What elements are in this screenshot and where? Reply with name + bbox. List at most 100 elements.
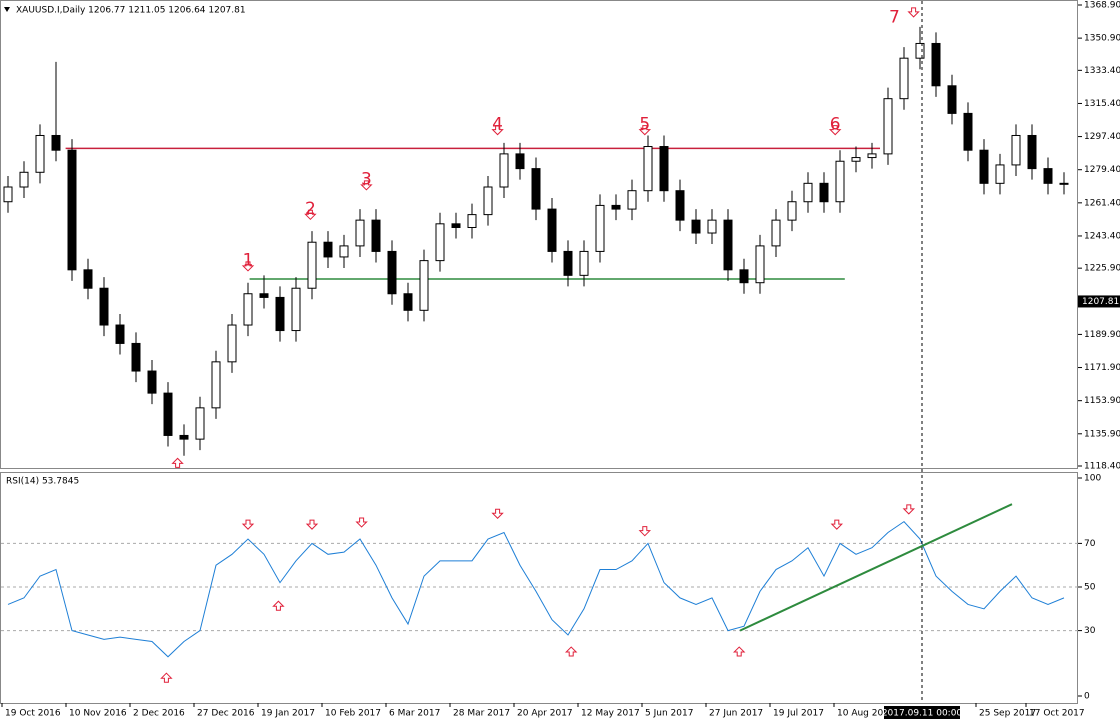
y-tick-label: 1135.90 <box>1084 429 1120 439</box>
y-tick-label: 1297.40 <box>1084 132 1120 142</box>
candle-body <box>179 434 189 440</box>
down-arrow <box>902 504 916 515</box>
y-tick-label: 1368.90 <box>1084 1 1120 11</box>
candle-body <box>115 324 125 344</box>
candle-body <box>51 134 61 151</box>
candle-body <box>659 146 669 192</box>
candle-body <box>499 153 509 188</box>
candle-body <box>819 182 829 203</box>
candle-body <box>931 42 941 87</box>
candle-body <box>1059 182 1069 185</box>
chart-title: XAUUSD.I,Daily 1206.77 1211.05 1206.64 1… <box>16 6 246 16</box>
candle-body <box>227 324 237 363</box>
down-arrow <box>304 209 317 221</box>
down-arrow <box>241 519 255 530</box>
candle-body <box>851 157 861 162</box>
candle-body <box>643 146 653 192</box>
candle-body <box>531 168 541 210</box>
candle-body <box>387 250 397 295</box>
candle-body <box>995 164 1005 184</box>
y-tick-label: 1153.90 <box>1084 396 1120 406</box>
candle-body <box>323 241 333 258</box>
candle-body <box>435 223 445 262</box>
candle-body <box>707 219 717 234</box>
x-tick-label: 28 Mar 2017 <box>453 709 510 719</box>
candle-body <box>899 57 909 100</box>
candle-body <box>211 361 221 409</box>
x-tick-label: 27 Dec 2016 <box>197 709 255 719</box>
candle-body <box>419 260 429 311</box>
candle-body <box>627 190 637 210</box>
candle-body <box>67 149 77 271</box>
down-arrow <box>355 517 368 528</box>
x-tick-label: 10 Aug 2017 <box>837 709 895 719</box>
candle-body <box>803 182 813 203</box>
up-arrow <box>272 600 285 611</box>
candle-body <box>835 160 845 203</box>
up-arrow <box>160 672 173 683</box>
candle-body <box>515 153 525 170</box>
x-tick-label: 17 Oct 2017 <box>1029 709 1085 719</box>
x-tick-label: 5 Jun 2017 <box>645 709 693 719</box>
up-arrow <box>732 646 746 657</box>
wave-label: 2 <box>305 199 316 219</box>
rsi-panel <box>0 472 1078 704</box>
down-arrow <box>491 508 504 519</box>
candle-body <box>99 287 109 326</box>
candle-body <box>547 208 557 252</box>
candle-body <box>259 293 269 298</box>
x-tick-label: 6 Mar 2017 <box>389 709 440 719</box>
rsi-line <box>7 520 1065 658</box>
down-arrow <box>305 519 319 530</box>
candle-body <box>691 219 701 234</box>
candle-body <box>371 219 381 252</box>
rsi-title: RSI(14) 53.7845 <box>6 477 79 487</box>
current-price-box <box>1078 295 1120 308</box>
wave-label: 6 <box>830 114 841 134</box>
candle-body <box>963 112 973 151</box>
candle-body <box>723 219 733 271</box>
candle-body <box>19 171 29 188</box>
candle-body <box>771 219 781 247</box>
cursor-label-box <box>884 706 960 719</box>
candle-body <box>611 204 621 210</box>
candle-body <box>675 190 685 221</box>
current-price-label: 1207.81 <box>1082 297 1119 307</box>
down-arrow <box>638 125 652 136</box>
x-tick-label: 10 Nov 2016 <box>69 709 127 719</box>
candle-body <box>483 186 493 216</box>
candle-body <box>35 134 45 173</box>
cursor-label: 2017.09.11 00:00 <box>882 709 963 719</box>
candle-body <box>355 219 365 247</box>
candle-body <box>403 293 413 311</box>
x-tick-label: 25 Sep 2017 <box>979 709 1036 719</box>
candle-body <box>787 201 797 221</box>
y-tick-label: 1279.40 <box>1084 165 1120 175</box>
candle-body <box>163 392 173 436</box>
wave-label: 4 <box>492 114 503 134</box>
candle-body <box>563 250 573 276</box>
candle-body <box>755 245 765 284</box>
y-tick-label: 1171.90 <box>1084 363 1120 373</box>
y-tick-label: 1189.90 <box>1084 330 1120 340</box>
candle-body <box>883 98 893 155</box>
x-tick-label: 2 Dec 2016 <box>133 709 185 719</box>
candle-body <box>595 204 605 252</box>
wave-label: 7 <box>889 8 900 28</box>
candle-body <box>451 223 461 228</box>
candle-body <box>195 407 205 440</box>
y-tick-label: 1118.40 <box>1084 462 1120 472</box>
price-panel <box>0 0 1078 469</box>
y-tick-label: 1225.90 <box>1084 264 1120 274</box>
y-tick-label: 1350.90 <box>1084 34 1120 44</box>
candle-body <box>1027 134 1037 170</box>
candle-body <box>307 241 317 289</box>
y-tick-label: 70 <box>1084 539 1096 549</box>
x-tick-label: 10 Feb 2017 <box>325 709 381 719</box>
candle-body <box>131 342 141 372</box>
x-tick-label: 20 Apr 2017 <box>517 709 573 719</box>
candle-body <box>867 153 877 159</box>
y-tick-label: 1333.40 <box>1084 66 1120 76</box>
down-arrow <box>638 526 652 537</box>
